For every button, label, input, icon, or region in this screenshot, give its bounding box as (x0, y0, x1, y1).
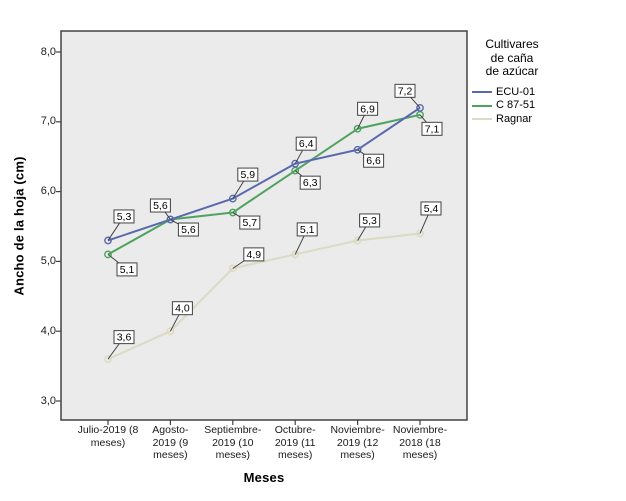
data-label-ragnar: 5,4 (424, 203, 439, 215)
data-label-box (420, 201, 442, 216)
data-label-box (299, 175, 321, 190)
y-tick-label: 5,0 (40, 254, 56, 267)
data-point-c-87-51 (228, 208, 237, 217)
data-label-box (243, 247, 265, 262)
legend-swatch-c-87-51 (472, 104, 492, 107)
data-label-box (149, 198, 171, 213)
data-label-ecu-01: 5,3 (117, 211, 132, 223)
series-line-ecu-01 (107, 107, 421, 242)
data-label-ragnar: 4,0 (175, 303, 190, 315)
x-tick-label: Octubre- 2019 (11 meses) (274, 424, 316, 461)
legend-label: ECU-01 (496, 85, 536, 98)
legend-item-ragnar: Ragnar (472, 113, 552, 127)
data-point-ragnar (416, 229, 424, 238)
y-axis-title: Ancho de la hoja (cm) (11, 156, 27, 296)
data-label-ragnar: 3,6 (117, 332, 132, 344)
data-label-c-87-51: 6,3 (303, 177, 318, 189)
data-label-ecu-01: 6,6 (366, 155, 381, 167)
legend-swatch-ecu-01 (472, 91, 492, 94)
data-label-box (295, 136, 317, 151)
data-label-box (237, 167, 259, 182)
data-point-ecu-01 (228, 194, 237, 203)
data-point-ecu-01 (166, 215, 175, 224)
data-point-ragnar (166, 327, 175, 336)
legend: Cultivares de caña de azúcar ECU-01 C 87-… (472, 37, 552, 127)
data-label-box (171, 301, 193, 316)
data-label-box (357, 101, 379, 116)
data-point-ragnar (353, 236, 362, 245)
series-line-c-87-51 (107, 113, 421, 256)
x-tick-label: Agosto- 2019 (9 meses) (152, 424, 189, 461)
data-label-c-87-51: 5,6 (181, 224, 196, 236)
x-tick-label: Noviembre- 2019 (12 meses) (330, 424, 385, 461)
y-tick-label: 8,0 (40, 45, 56, 58)
data-point-ecu-01 (416, 103, 424, 112)
data-label-ecu-01: 6,4 (299, 138, 314, 150)
legend-swatch-ragnar (472, 118, 492, 121)
data-label-c-87-51: 7,1 (425, 123, 440, 135)
legend-label: C 87-51 (496, 99, 536, 112)
y-tick-label: 7,0 (40, 115, 56, 128)
data-label-box (363, 153, 385, 168)
legend-item-c-87-51: C 87-51 (472, 99, 552, 113)
x-tick-label: Septiembre- 2019 (10 meses) (204, 424, 262, 461)
data-point-c-87-51 (353, 124, 362, 133)
data-label-box (421, 121, 443, 136)
data-label-box (359, 213, 381, 228)
y-tick-label: 6,0 (40, 185, 56, 198)
data-label-ragnar: 5,3 (362, 215, 377, 227)
data-label-box (177, 222, 199, 237)
data-point-ecu-01 (353, 145, 362, 154)
data-label-ecu-01: 7,2 (398, 85, 413, 97)
x-tick-label: Noviembre- 2018 (18 meses) (392, 424, 448, 461)
x-axis-title: Meses (243, 470, 285, 485)
data-label-box (113, 330, 135, 345)
data-label-box (116, 262, 138, 277)
data-point-ecu-01 (104, 236, 112, 245)
data-label-box (113, 209, 135, 224)
series-line-ragnar (107, 232, 421, 361)
data-label-ragnar: 5,1 (300, 224, 315, 236)
data-label-ragnar: 4,9 (246, 249, 261, 261)
data-label-ecu-01: 5,9 (240, 169, 255, 181)
data-label-c-87-51: 5,7 (242, 217, 257, 229)
data-label-c-87-51: 6,9 (360, 103, 375, 115)
legend-items: ECU-01 C 87-51 Ragnar (472, 86, 552, 127)
data-label-box (239, 215, 261, 230)
x-tick-label: Julio-2019 (8 meses) (77, 424, 139, 449)
data-label-box (394, 83, 416, 98)
legend-item-ecu-01: ECU-01 (472, 86, 552, 100)
data-label-box (296, 222, 318, 237)
data-point-ragnar (228, 264, 237, 273)
plot-frame (60, 30, 468, 421)
data-point-ecu-01 (291, 159, 300, 168)
legend-title: Cultivares de caña de azúcar (485, 37, 539, 78)
y-tick-label: 3,0 (40, 394, 56, 407)
data-point-c-87-51 (104, 250, 112, 259)
data-label-c-87-51: 5,1 (120, 264, 135, 276)
data-point-ragnar (291, 250, 300, 259)
y-tick-label: 4,0 (40, 324, 56, 337)
data-label-ecu-01: 5,6 (153, 200, 168, 212)
legend-label: Ragnar (496, 112, 533, 125)
data-point-ragnar (104, 355, 112, 364)
